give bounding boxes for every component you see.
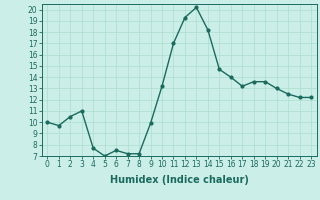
- X-axis label: Humidex (Indice chaleur): Humidex (Indice chaleur): [110, 175, 249, 185]
